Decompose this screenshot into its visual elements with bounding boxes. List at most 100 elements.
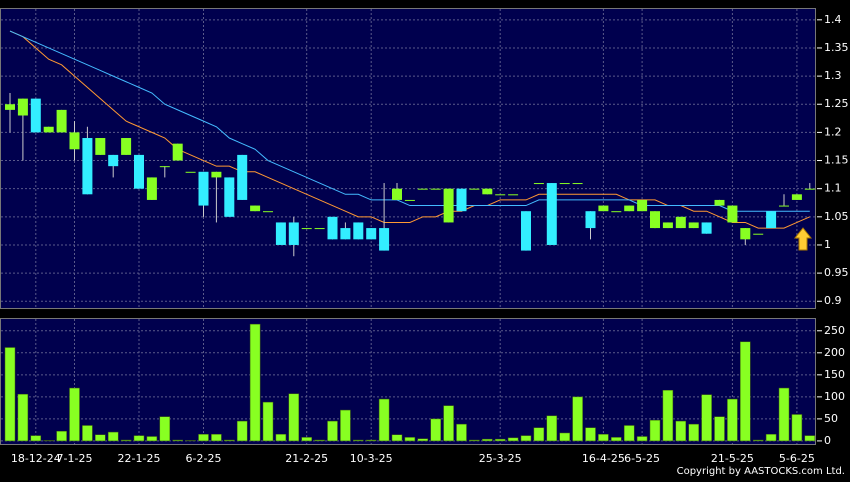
y-tick-label: 200 — [824, 346, 845, 359]
x-tick-label: 21-2-25 — [285, 452, 328, 465]
x-tick-label: 6-5-25 — [624, 452, 660, 465]
candle-body — [418, 189, 428, 190]
candle-body — [727, 206, 737, 223]
volume-bar — [108, 432, 118, 441]
candle-body — [263, 211, 273, 212]
candle-body — [147, 177, 157, 200]
volume-bar — [199, 434, 209, 441]
candle-body — [289, 222, 299, 245]
y-tick-label: 1.3 — [824, 69, 842, 82]
volume-bar — [727, 399, 737, 441]
y-tick-label: 0 — [824, 434, 831, 447]
volume-bar — [418, 439, 428, 441]
volume-bar — [805, 436, 815, 441]
volume-bar — [18, 394, 28, 441]
volume-bar — [379, 399, 389, 441]
candle-body — [547, 183, 557, 245]
candle-body — [573, 183, 583, 184]
candle-body — [302, 228, 312, 229]
volume-bar — [792, 414, 802, 440]
volume-bar — [237, 421, 247, 441]
candle-body — [134, 155, 144, 189]
y-tick-label: 1.35 — [824, 41, 849, 54]
candle-body — [792, 194, 802, 200]
volume-bar — [624, 425, 634, 440]
candle-body — [18, 99, 28, 116]
candle-body — [598, 206, 608, 212]
volume-bar — [70, 388, 80, 441]
volume-bar — [766, 434, 776, 441]
y-tick-label: 50 — [824, 412, 838, 425]
candle-body — [740, 228, 750, 239]
volume-bar — [482, 439, 492, 441]
y-tick-label: 1.05 — [824, 210, 849, 223]
candle-body — [676, 217, 686, 228]
volume-bar — [366, 440, 376, 441]
candle-body — [663, 222, 673, 228]
candle-body — [121, 138, 131, 155]
x-tick-label: 22-1-25 — [118, 452, 161, 465]
candle-body — [211, 172, 221, 178]
volume-bar — [289, 394, 299, 441]
volume-bar — [263, 402, 273, 441]
y-tick-label: 1.15 — [824, 154, 849, 167]
candle-body — [340, 228, 350, 239]
candle-body — [5, 104, 15, 110]
volume-bar — [560, 433, 570, 441]
volume-bar — [547, 416, 557, 441]
candle-body — [779, 206, 789, 207]
candle-body — [650, 211, 660, 228]
volume-bar — [521, 436, 531, 441]
volume-bar — [95, 435, 105, 441]
volume-bar — [5, 348, 15, 441]
candle-body — [57, 110, 67, 133]
candle-body — [250, 206, 260, 212]
candle-body — [31, 99, 41, 133]
volume-bar — [405, 437, 415, 441]
candle-body — [444, 189, 454, 223]
volume-bar — [392, 435, 402, 441]
y-tick-label: 1.1 — [824, 182, 842, 195]
volume-bar — [689, 424, 699, 441]
candle-body — [534, 183, 544, 184]
candle-body — [495, 194, 505, 195]
volume-bar — [495, 439, 505, 441]
volume-bar — [315, 440, 325, 441]
volume-bar — [173, 440, 183, 441]
volume-bar — [121, 440, 131, 441]
volume-bar — [211, 434, 221, 441]
candle-body — [379, 228, 389, 251]
copyright: Copyright by AASTOCKS.com Ltd. — [677, 466, 845, 477]
candle-body — [224, 177, 234, 216]
x-tick-label: 25-3-25 — [479, 452, 522, 465]
volume-bar — [250, 324, 260, 441]
candle-body — [469, 189, 479, 190]
candle-body — [328, 217, 338, 240]
volume-bar — [431, 419, 441, 441]
candle-body — [624, 206, 634, 212]
candle-body — [702, 222, 712, 233]
x-tick-label: 18-12-24 — [11, 452, 61, 465]
volume-bar — [444, 406, 454, 441]
volume-bar — [134, 436, 144, 441]
candle-body — [366, 228, 376, 239]
candle-body — [586, 211, 596, 228]
volume-bar — [779, 388, 789, 441]
candle-body — [457, 189, 467, 212]
volume-bar — [650, 420, 660, 441]
volume-bar — [586, 428, 596, 441]
candle-body — [199, 172, 209, 206]
price-panel — [1, 9, 816, 309]
volume-bar — [573, 397, 583, 441]
candle-body — [482, 189, 492, 195]
candle-body — [315, 228, 325, 229]
y-tick-label: 150 — [824, 368, 845, 381]
volume-bar — [457, 424, 467, 441]
candle-body — [353, 222, 363, 239]
x-tick-label: 10-3-25 — [350, 452, 393, 465]
volume-bar — [57, 431, 67, 441]
volume-bar — [160, 417, 170, 441]
volume-bar — [508, 438, 518, 441]
